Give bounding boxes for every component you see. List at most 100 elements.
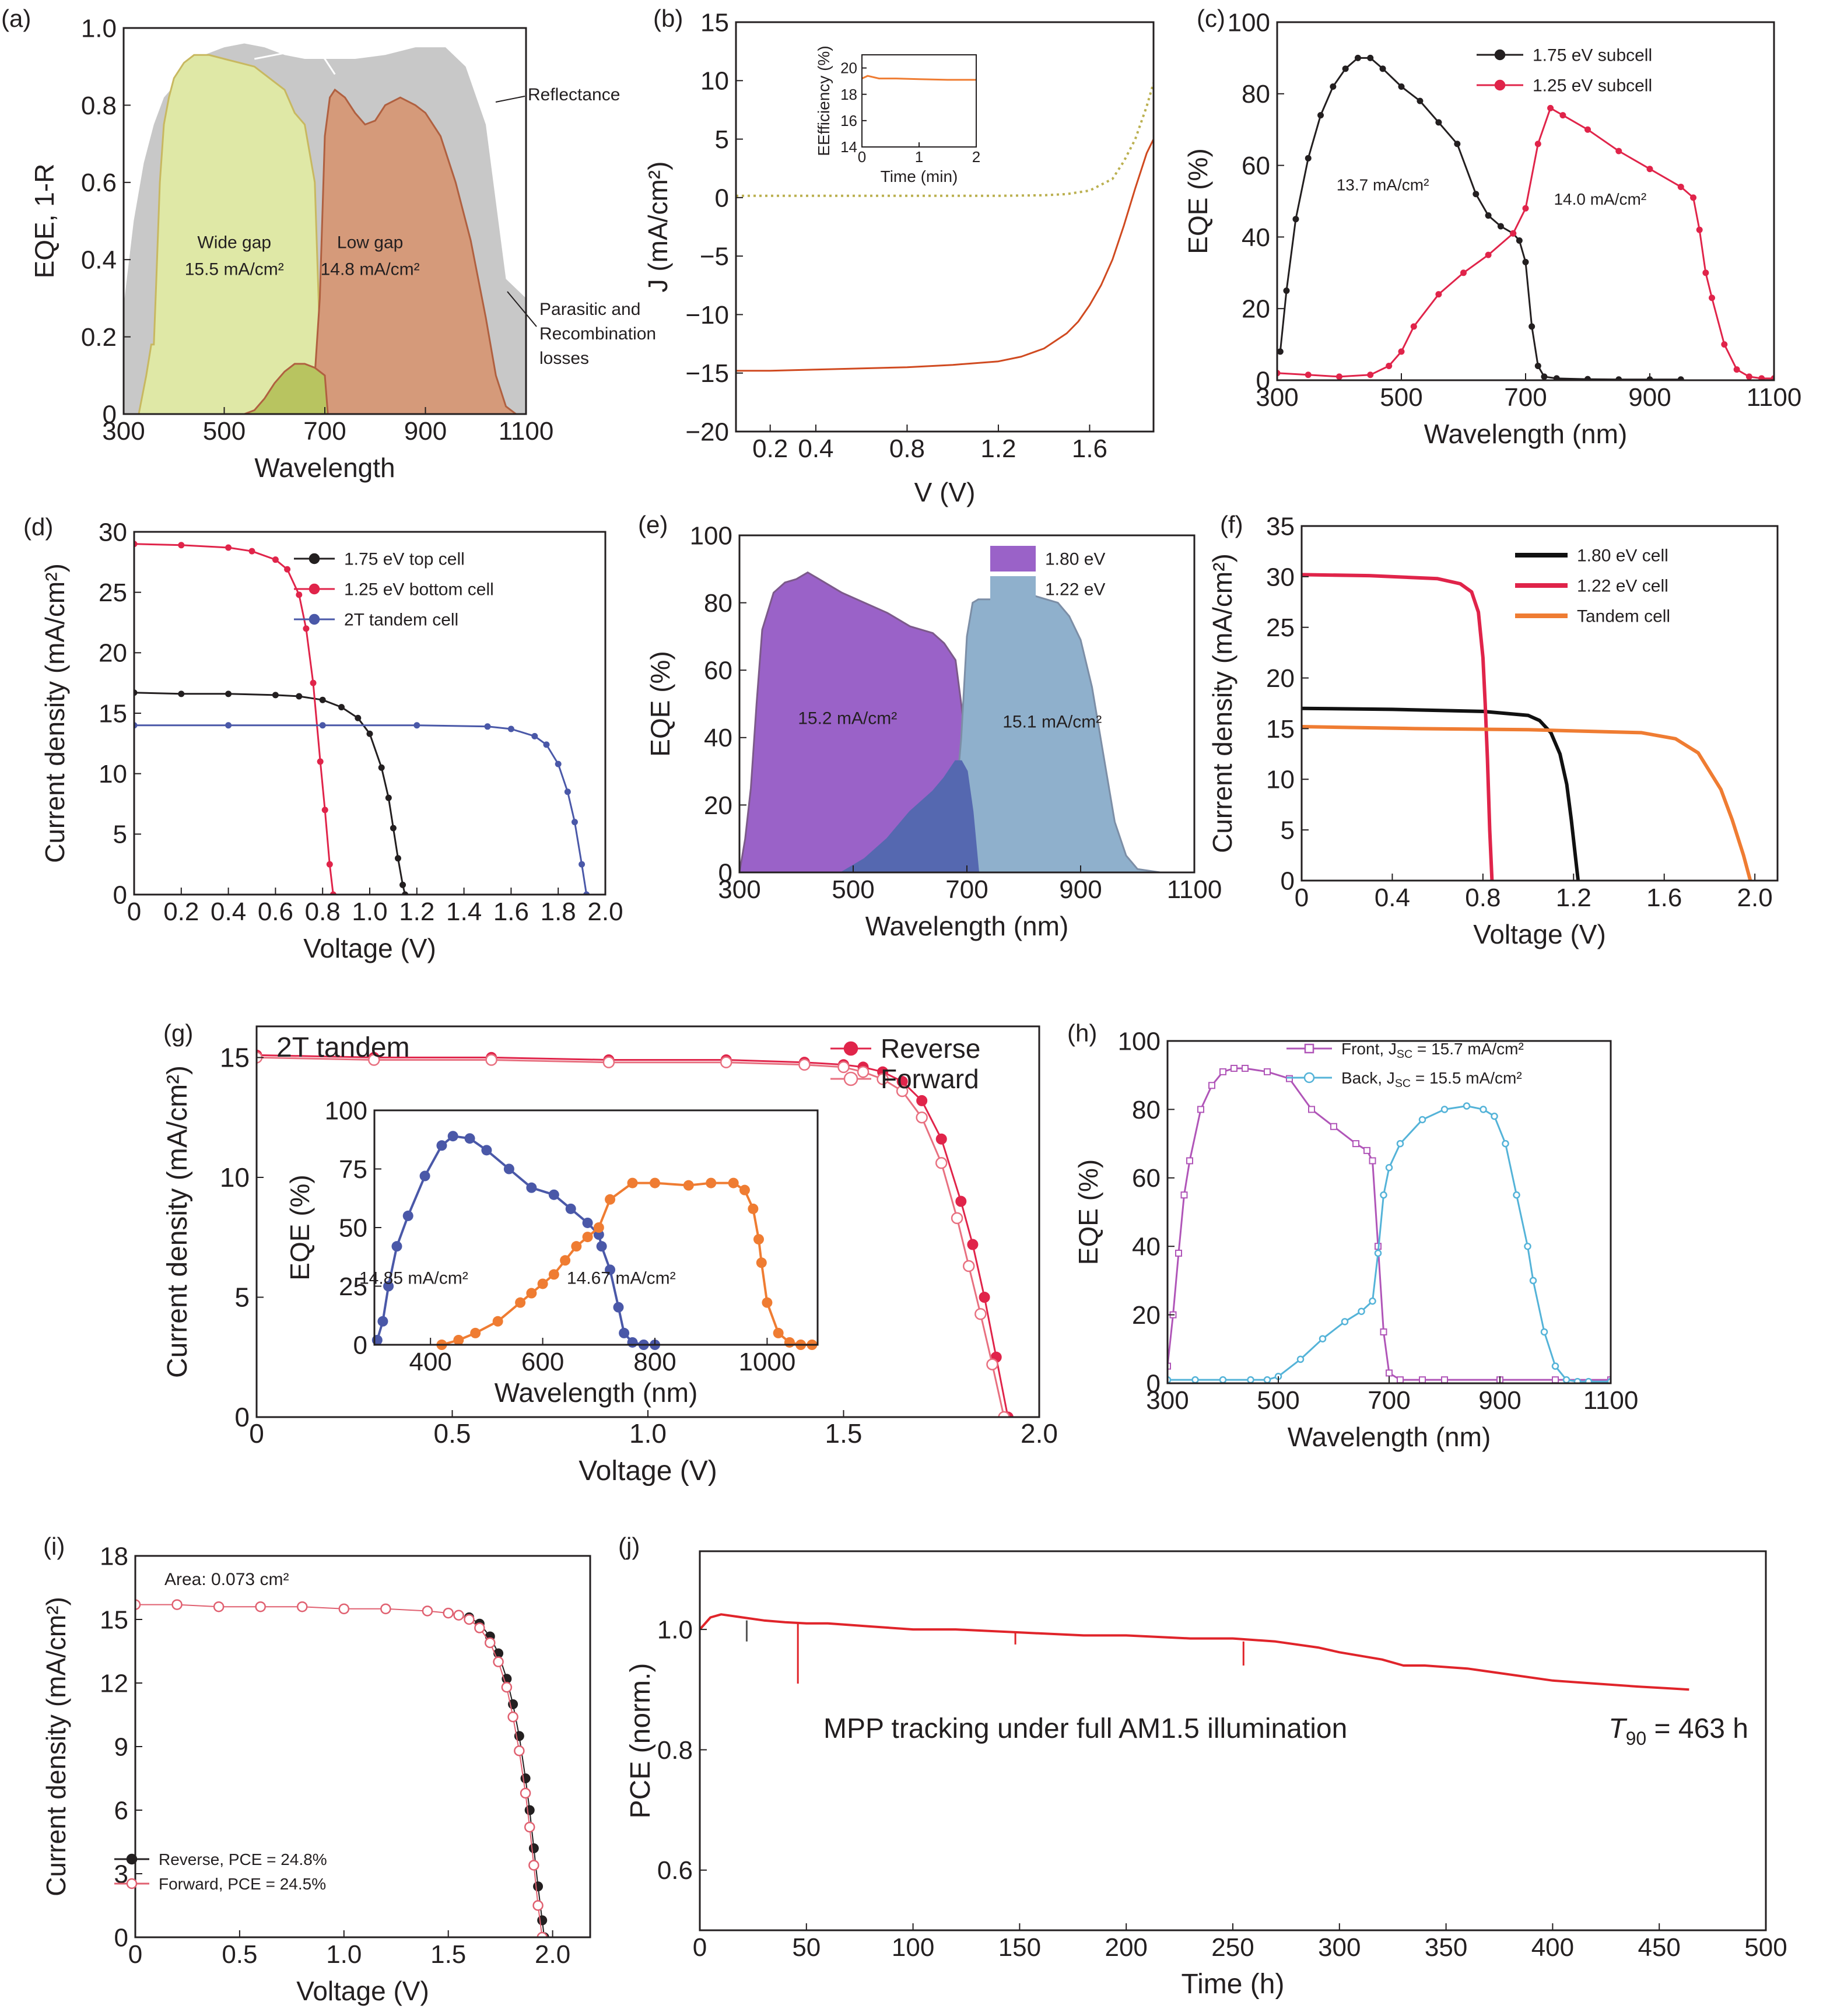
j-y-axis-label: PCE (norm.) <box>625 1663 656 1819</box>
g-inset-y-tick-label: 25 <box>339 1272 367 1301</box>
g-inset-annotation: 14.85 mA/cm² <box>359 1268 468 1288</box>
i-point <box>537 1931 548 1937</box>
g-inset-point <box>571 1241 582 1252</box>
h-point <box>1263 1376 1271 1383</box>
f-y-tick-label: 20 <box>1266 664 1295 693</box>
f-y-tick-label: 5 <box>1281 816 1295 845</box>
c-point <box>1615 148 1622 155</box>
d-point <box>248 548 255 555</box>
g-inset-point <box>627 1337 638 1348</box>
b-inset-x-tick-label: 0 <box>858 148 866 166</box>
c-point <box>1510 230 1517 237</box>
g-inset-y-tick-label: 50 <box>339 1214 367 1242</box>
j-t90-label: T90 = 463 h <box>1608 1713 1748 1749</box>
h-x-tick-label: 900 <box>1478 1386 1521 1415</box>
j-y-tick-label: 1.0 <box>657 1616 693 1645</box>
d-point <box>303 625 310 632</box>
h-point <box>1341 1318 1349 1326</box>
g-inset-point <box>464 1133 475 1144</box>
c-point <box>1745 373 1752 380</box>
h-legend-marker <box>1303 1072 1315 1084</box>
g-inset-point <box>627 1177 638 1188</box>
c-panel-label: (c) <box>1197 5 1225 32</box>
d-point <box>390 825 397 832</box>
h-point <box>1380 1328 1387 1335</box>
e-annotation: 15.2 mA/cm² <box>798 709 897 728</box>
h-point <box>1208 1082 1215 1089</box>
a-callout-line <box>495 96 525 103</box>
i-x-tick-label: 2.0 <box>535 1940 570 1969</box>
h-series-line-0 <box>1168 1067 1611 1381</box>
f-y-tick-label: 35 <box>1266 512 1295 541</box>
c-x-tick-label: 900 <box>1628 383 1671 412</box>
c-legend-label: 1.75 eV subcell <box>1533 46 1652 65</box>
d-x-tick-label: 0.4 <box>211 897 246 926</box>
i-point <box>501 1682 513 1693</box>
c-point <box>1367 371 1374 378</box>
c-point <box>1696 226 1703 233</box>
d-series-line-1 <box>134 543 334 895</box>
h-point <box>1369 1297 1376 1305</box>
i-point <box>443 1607 454 1619</box>
g-point <box>916 1095 928 1106</box>
d-legend-marker <box>308 613 320 625</box>
a-series-line-4 <box>254 50 336 75</box>
c-point <box>1398 348 1405 355</box>
e-x-tick-label: 1100 <box>1167 875 1222 904</box>
a-y-tick-label: 0.8 <box>81 92 117 120</box>
c-point <box>1559 112 1566 119</box>
f-legend-label: 1.22 eV cell <box>1577 577 1668 596</box>
h-point <box>1573 1377 1582 1383</box>
a-x-tick-label: 900 <box>404 417 447 446</box>
g-y-axis-label: Current density (mA/cm²) <box>162 1065 193 1378</box>
c-point <box>1553 375 1560 380</box>
j-series-line-0 <box>700 1613 1689 1691</box>
d-y-tick-label: 20 <box>99 639 127 668</box>
d-point <box>317 758 324 765</box>
c-annotation: 14.0 mA/cm² <box>1554 190 1646 208</box>
g-point <box>857 1065 870 1078</box>
f-legend-label: Tandem cell <box>1577 607 1670 626</box>
g-inset-point <box>481 1145 492 1156</box>
e-y-tick-label: 40 <box>704 724 732 752</box>
d-legend-marker <box>308 583 320 595</box>
e-area-1 <box>943 595 1172 872</box>
e-area-2 <box>840 760 980 872</box>
e-y-tick-label: 60 <box>704 657 732 685</box>
g-inset-point <box>784 1337 795 1348</box>
h-y-tick-label: 20 <box>1132 1301 1161 1330</box>
f-y-axis-label: Current density (mA/cm²) <box>1207 553 1237 853</box>
h-x-tick-label: 300 <box>1146 1386 1189 1415</box>
d-point <box>338 704 345 711</box>
i-legend-label: Forward, PCE = 24.5% <box>159 1875 326 1893</box>
h-point <box>1197 1106 1204 1113</box>
i-point <box>135 1599 141 1610</box>
e-x-tick-label: 900 <box>1059 875 1102 904</box>
d-panel-label: (d) <box>23 513 53 541</box>
e-legend-label: 1.22 eV <box>1045 580 1105 599</box>
f-y-tick-label: 15 <box>1266 715 1295 744</box>
g-data <box>257 1049 1014 1417</box>
g-inset-point <box>683 1180 694 1191</box>
a-callout-label: Recombination <box>539 324 656 343</box>
a-callout-label: losses <box>539 349 589 368</box>
d-y-axis-label: Current density (mA/cm²) <box>40 563 70 863</box>
j-x-tick-label: 200 <box>1105 1933 1147 1962</box>
c-point <box>1485 212 1492 219</box>
h-point <box>1524 1242 1531 1250</box>
h-point <box>1352 1140 1359 1148</box>
c-point <box>1354 54 1361 61</box>
j-x-tick-label: 250 <box>1211 1933 1254 1962</box>
d-point <box>564 788 571 795</box>
d-point <box>507 725 514 732</box>
d-point <box>321 807 328 814</box>
i-panel-label: (i) <box>43 1533 65 1560</box>
j-annotation: MPP tracking under full AM1.5 illuminati… <box>823 1713 1347 1744</box>
d-point <box>531 732 538 739</box>
h-point <box>1562 1376 1570 1383</box>
c-point <box>1460 269 1467 276</box>
i-data <box>135 1599 549 1937</box>
g-inset-annotation: 14.67 mA/cm² <box>567 1268 676 1288</box>
g-legend-label: Reverse <box>881 1033 980 1064</box>
